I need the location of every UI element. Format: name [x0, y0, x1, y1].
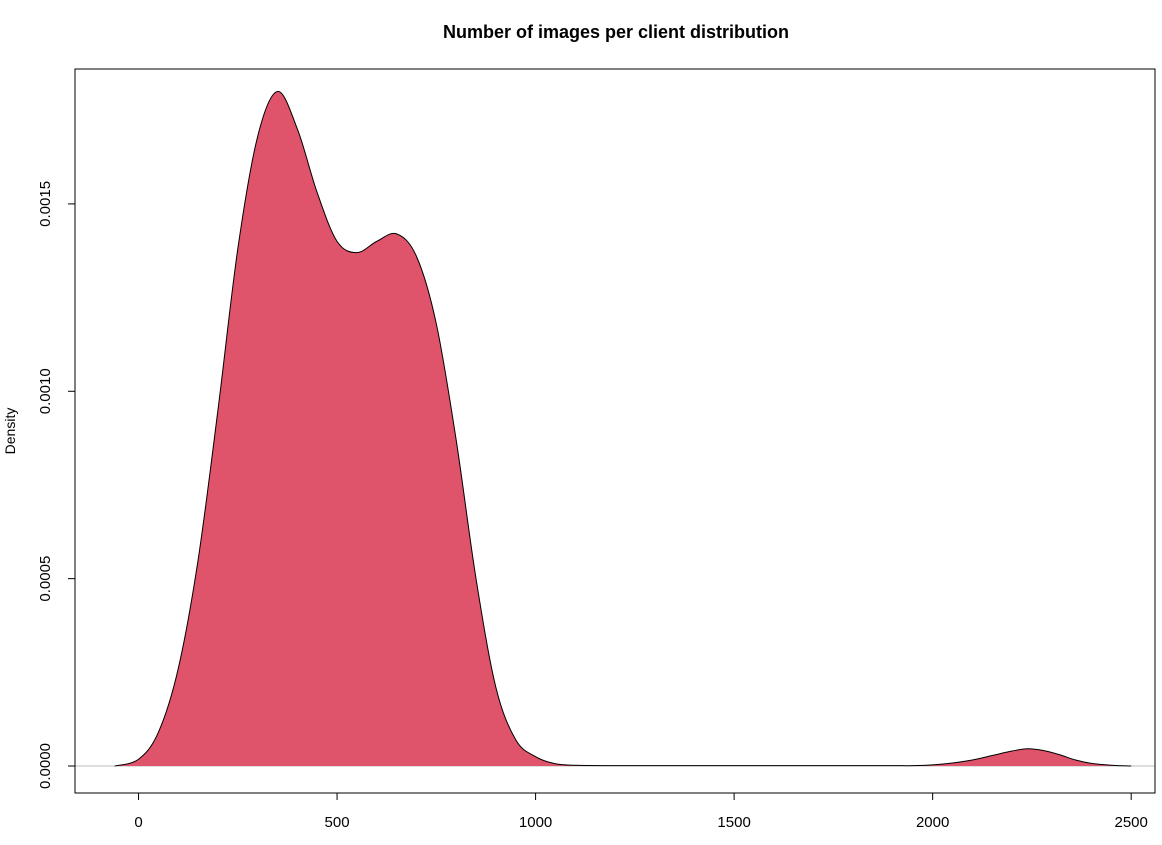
y-tick-label: 0.0000: [37, 743, 54, 789]
x-tick-label: 2500: [1114, 814, 1147, 831]
x-tick-label: 2000: [916, 814, 949, 831]
x-tick-label: 0: [134, 814, 142, 831]
x-tick-label: 1500: [717, 814, 750, 831]
x-tick-label: 1000: [519, 814, 552, 831]
density-line: [114, 90, 1132, 767]
chart-title: Number of images per client distribution: [443, 22, 789, 42]
x-axis: 0 500 1000 1500 2000 2500: [134, 792, 1148, 831]
y-axis-label: Density: [2, 408, 18, 455]
density-area: [114, 91, 1132, 767]
plot-area: [75, 90, 1155, 767]
y-tick-label: 0.0010: [37, 368, 54, 414]
x-tick-label: 500: [325, 814, 350, 831]
y-axis: 0.0000 0.0005 0.0010 0.0015: [37, 181, 76, 789]
y-tick-label: 0.0015: [37, 181, 54, 227]
y-tick-label: 0.0005: [37, 556, 54, 602]
